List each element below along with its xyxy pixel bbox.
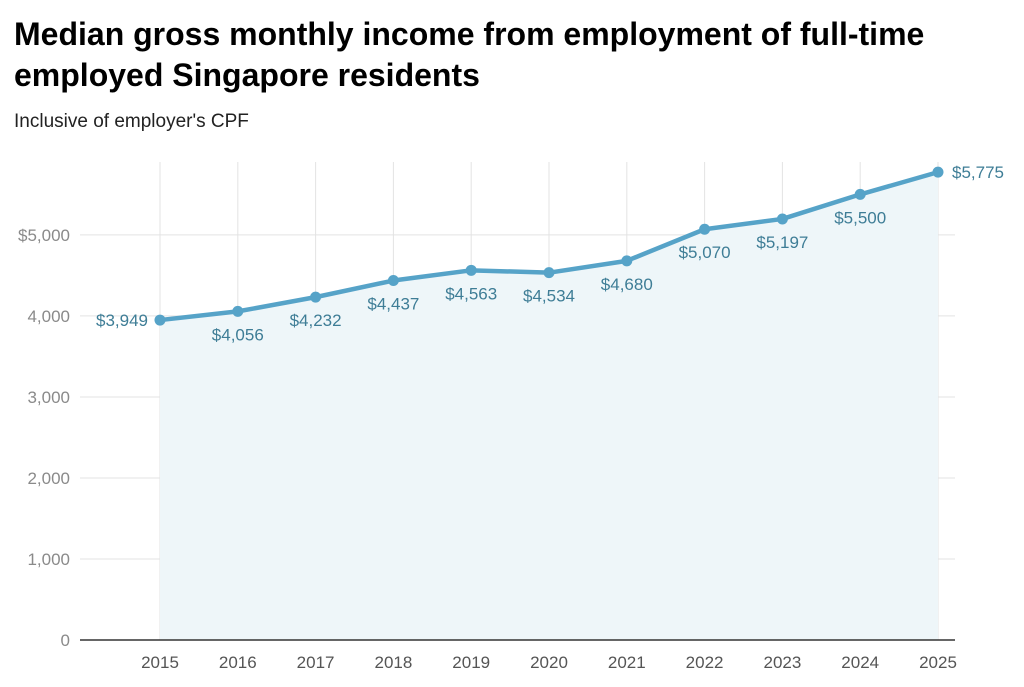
axes: 0 1,000 2,000 3,000 4,000 $5,000 2015 2016 2017 2… <box>18 226 957 672</box>
y-tick-label: $5,000 <box>18 226 70 245</box>
data-label: $5,070 <box>679 243 731 262</box>
data-point <box>232 305 244 317</box>
data-point <box>854 188 866 200</box>
x-tick-label: 2025 <box>919 653 957 672</box>
x-tick-label: 2023 <box>763 653 801 672</box>
y-tick-label: 3,000 <box>27 388 70 407</box>
y-tick-label: 0 <box>61 631 70 650</box>
chart-title: Median gross monthly income from employm… <box>14 16 925 93</box>
data-label: $4,056 <box>212 325 264 344</box>
x-tick-label: 2015 <box>141 653 179 672</box>
data-point <box>387 275 399 287</box>
data-label: $4,563 <box>445 284 497 303</box>
x-tick-label: 2024 <box>841 653 879 672</box>
x-tick-label: 2017 <box>297 653 335 672</box>
chart-subtitle: Inclusive of employer's CPF <box>14 111 249 132</box>
y-tick-label: 4,000 <box>27 307 70 326</box>
data-point <box>932 166 944 178</box>
data-label: $5,500 <box>834 208 886 227</box>
data-point <box>543 267 555 279</box>
data-point <box>776 213 788 225</box>
y-tick-label: 1,000 <box>27 550 70 569</box>
x-tick-label: 2020 <box>530 653 568 672</box>
x-tick-label: 2021 <box>608 653 646 672</box>
data-points <box>154 166 944 326</box>
data-label: $4,437 <box>367 295 419 314</box>
x-tick-label: 2022 <box>686 653 724 672</box>
data-point <box>310 291 322 303</box>
data-point <box>699 223 711 235</box>
data-point <box>154 314 166 326</box>
y-tick-label: 2,000 <box>27 469 70 488</box>
x-tick-label: 2018 <box>374 653 412 672</box>
x-tick-label: 2016 <box>219 653 257 672</box>
data-label: $4,680 <box>601 275 653 294</box>
data-label: $5,197 <box>756 233 808 252</box>
x-tick-label: 2019 <box>452 653 490 672</box>
data-point <box>621 255 633 267</box>
data-label: $4,534 <box>523 287 575 306</box>
data-label: $3,949 <box>96 311 148 330</box>
data-point <box>465 264 477 276</box>
data-labels: $3,949 $4,056 $4,232 $4,437 $4,563 $4,534 $4,6… <box>96 163 1004 344</box>
data-label: $5,775 <box>952 163 1004 182</box>
data-label: $4,232 <box>290 311 342 330</box>
